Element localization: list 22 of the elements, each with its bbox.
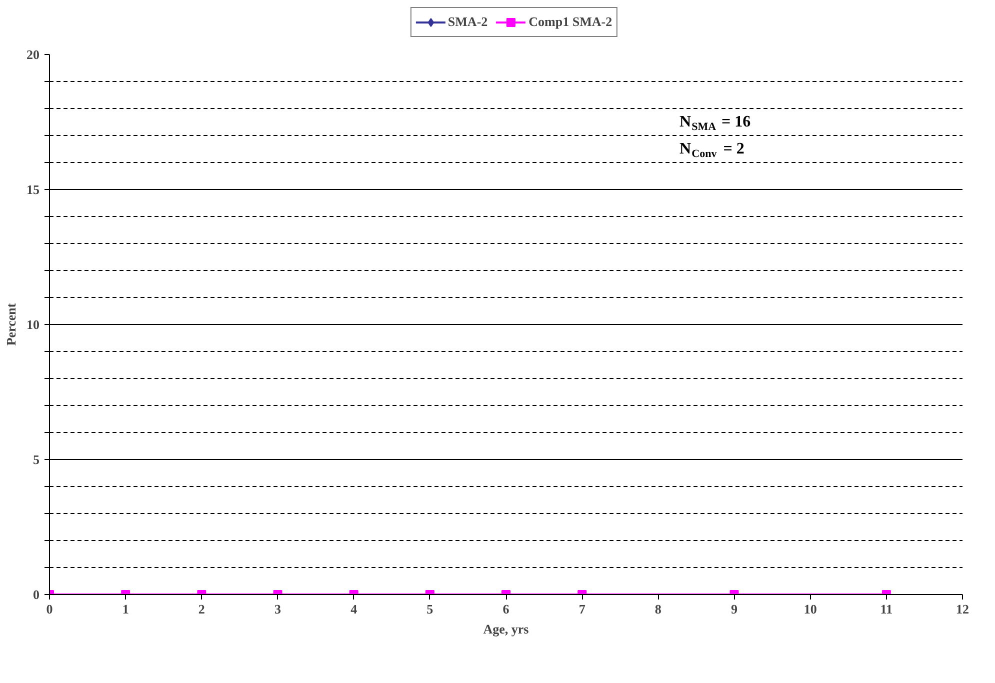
y-tick-label: 15 — [26, 182, 40, 197]
y-tick-label: 0 — [33, 587, 40, 602]
y-tick-label: 5 — [33, 452, 40, 467]
legend-label: Comp1 SMA-2 — [528, 14, 612, 30]
x-tick-label: 3 — [274, 602, 282, 616]
x-tick-label: 5 — [426, 602, 434, 616]
y-axis-title: Percent — [4, 302, 18, 346]
x-tick-label: 11 — [880, 602, 893, 616]
y-tick-label: 20 — [26, 47, 40, 62]
y-tick-label: 10 — [26, 317, 40, 332]
x-tick-label: 2 — [198, 602, 205, 616]
x-tick-label: 6 — [502, 602, 510, 616]
x-axis-title: Age, yrs — [483, 622, 529, 636]
x-tick-label: 0 — [46, 602, 53, 616]
x-tick-label: 7 — [578, 602, 586, 616]
x-tick-label: 8 — [654, 602, 662, 616]
x-tick-label: 12 — [956, 602, 969, 616]
x-tick-label: 10 — [804, 602, 817, 616]
legend-label: SMA-2 — [448, 14, 488, 30]
x-tick-label: 1 — [122, 602, 129, 616]
x-tick-label: 9 — [731, 602, 738, 616]
x-tick-label: 4 — [350, 602, 358, 616]
